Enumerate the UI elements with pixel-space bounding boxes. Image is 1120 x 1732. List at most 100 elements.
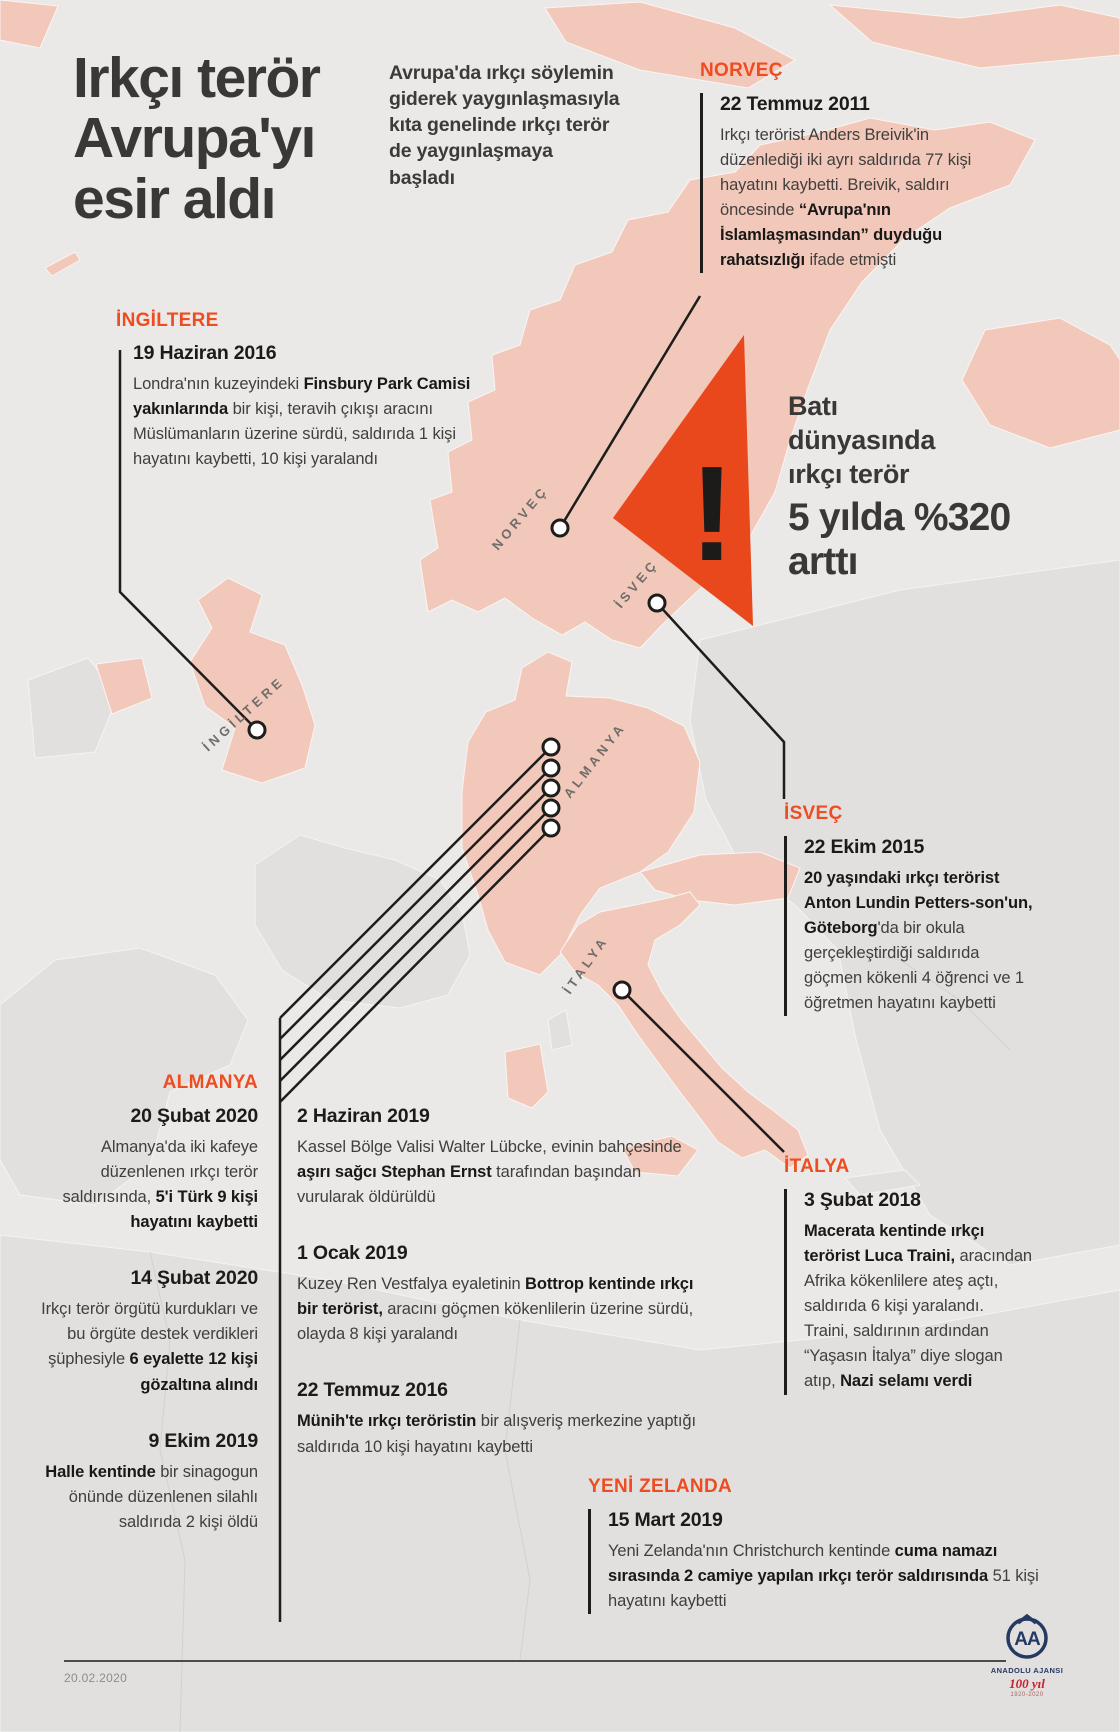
map-land-iberia — [0, 947, 249, 1206]
map-land-ireland — [27, 657, 119, 759]
map-country-sicily — [621, 1135, 699, 1177]
section-norway: NORVEÇ 22 Temmuz 2011 Irkçı terörist And… — [700, 60, 1000, 274]
map-marker-germany-3 — [541, 778, 561, 798]
map-country-finland — [961, 317, 1120, 449]
event-body: Macerata kentinde ırkçı terörist Luca Tr… — [804, 1222, 1033, 1391]
section-germany: ALMANYA 20 Şubat 2020 Almanya'da iki kaf… — [36, 1072, 258, 1535]
map-border-line-1 — [149, 1251, 186, 1732]
callout-line-norway — [558, 295, 702, 529]
event-germany-3: 9 Ekim 2019 Halle kentinde bir sinagogun… — [36, 1430, 258, 1535]
map-border-line-3 — [837, 949, 1011, 1051]
map-country-italy — [559, 891, 809, 1169]
event-date: 1 Ocak 2019 — [297, 1242, 408, 1265]
title-line-2: Avrupa'yı — [73, 106, 316, 171]
event-norway-1: 22 Temmuz 2011 Irkçı terörist Anders Bre… — [720, 93, 1000, 273]
section-header-italy: İTALYA — [784, 1156, 850, 1177]
event-sweden-1: 22 Ekim 2015 20 yaşındaki ırkçı terörist… — [804, 836, 1036, 1016]
map-marker-sweden — [647, 593, 667, 613]
event-body: Almanya'da iki kafeye düzenlenen ırkçı t… — [62, 1138, 259, 1232]
event-body: 20 yaşındaki ırkçı terörist Anton Lundin… — [804, 869, 1033, 1013]
agency-logo: AA ANADOLU AJANSI 100 yıl 1920-2020 — [980, 1613, 1074, 1698]
map-marker-germany-2 — [541, 758, 561, 778]
map-country-arctic-2 — [828, 4, 1120, 69]
map-marker-italy — [612, 980, 632, 1000]
callout-line-germany-3 — [279, 787, 552, 1061]
map-country-uk — [189, 577, 316, 784]
title-line-1: Irkçı terör — [73, 46, 321, 110]
callout-line-italy — [621, 989, 785, 1153]
map-country-arctic-1 — [544, 1, 797, 89]
section-rail-sweden: 22 Ekim 2015 20 yaşındaki ırkçı terörist… — [784, 836, 1036, 1017]
event-body: Halle kentinde bir sinagogun önünde düze… — [45, 1462, 258, 1531]
map-country-arctic-3 — [0, 0, 59, 49]
map-land-crete — [844, 1169, 922, 1196]
event-body: Londra'nın kuzeyindeki Finsbury Park Cam… — [133, 375, 471, 469]
map-country-sardinia — [504, 1043, 549, 1109]
section-header-sweden: İSVEÇ — [784, 803, 843, 824]
event-date: 19 Haziran 2016 — [133, 342, 277, 364]
event-date: 2 Haziran 2019 — [297, 1105, 430, 1127]
exclamation-icon: ! — [690, 438, 735, 589]
event-new-zealand-1: 15 Mart 2019 Yeni Zelanda'nın Christchur… — [608, 1509, 1066, 1614]
event-date: 3 Şubat 2018 — [804, 1189, 921, 1211]
section-rail-new-zealand: 15 Mart 2019 Yeni Zelanda'nın Christchur… — [588, 1509, 1066, 1615]
event-date: 9 Ekim 2019 — [148, 1429, 259, 1452]
map-border-line-2 — [504, 1319, 531, 1661]
event-body: Yeni Zelanda'nın Christchurch kentinde c… — [608, 1542, 1039, 1611]
callout-line-sweden — [656, 602, 786, 799]
section-header-new-zealand: YENİ ZELANDA — [588, 1476, 732, 1497]
agency-name: ANADOLU AJANSI — [990, 1666, 1064, 1675]
callout-line-uk — [118, 350, 258, 731]
warning-triangle — [613, 335, 753, 626]
event-date: 22 Temmuz 2011 — [720, 93, 870, 115]
event-body: Irkçı terörist Anders Breivik'in düzenle… — [720, 126, 972, 270]
event-italy-1: 3 Şubat 2018 Macerata kentinde ırkçı ter… — [804, 1189, 1032, 1395]
event-germany-5: 1 Ocak 2019 Kuzey Ren Vestfalya eyaletin… — [297, 1242, 699, 1347]
section-new-zealand: YENİ ZELANDA 15 Mart 2019 Yeni Zelanda'n… — [588, 1476, 1066, 1615]
aa-logo-icon: AA — [1006, 1613, 1048, 1659]
warning-label: Batı dünyasında ırkçı terör — [788, 391, 936, 489]
section-uk: 19 Haziran 2016 Londra'nın kuzeyindeki F… — [133, 342, 485, 472]
section-header-norway: NORVEÇ — [700, 60, 783, 81]
warning-stat: 5 yılda %320 arttı — [788, 496, 1011, 584]
section-italy: İTALYA 3 Şubat 2018 Macerata kentinde ır… — [784, 1156, 1032, 1395]
publish-date: 20.02.2020 — [64, 1671, 128, 1685]
map-country-northern-ireland — [95, 657, 153, 715]
callout-line-germany-5 — [279, 827, 552, 1103]
event-body: Kassel Bölge Valisi Walter Lübcke, evini… — [297, 1138, 682, 1207]
event-date: 15 Mart 2019 — [608, 1509, 723, 1531]
map-marker-norway — [550, 518, 570, 538]
map-marker-uk — [247, 720, 267, 740]
section-header-uk: İNGİLTERE — [116, 310, 219, 331]
section-rail-italy: 3 Şubat 2018 Macerata kentinde ırkçı ter… — [784, 1189, 1032, 1395]
map-land-corsica — [547, 1009, 573, 1051]
event-body: Irkçı terör örgütü kurdukları ve bu örgü… — [41, 1300, 258, 1394]
section-header-germany: ALMANYA — [162, 1072, 258, 1093]
event-germany-4: 2 Haziran 2019 Kassel Bölge Valisi Walte… — [297, 1105, 699, 1210]
map-region-alps — [639, 851, 801, 906]
section-germany-middle: 2 Haziran 2019 Kassel Bölge Valisi Walte… — [297, 1105, 699, 1460]
agency-years: 1920-2020 — [1010, 1692, 1044, 1698]
intro-text: Avrupa'da ırkçı söylemin giderek yaygınl… — [389, 62, 620, 189]
map-marker-germany-1 — [541, 737, 561, 757]
event-date: 14 Şubat 2020 — [130, 1267, 259, 1290]
event-germany-6: 22 Temmuz 2016 Münih'te ırkçı teröristin… — [297, 1379, 699, 1459]
event-body: Kuzey Ren Vestfalya eyaletinin Bottrop k… — [297, 1275, 694, 1344]
section-sweden: İSVEÇ 22 Ekim 2015 20 yaşındaki ırkçı te… — [784, 803, 1036, 1017]
event-date: 22 Ekim 2015 — [804, 836, 925, 858]
event-germany-1: 20 Şubat 2020 Almanya'da iki kafeye düze… — [36, 1105, 259, 1235]
title-line-3: esir aldı — [73, 166, 276, 231]
map-country-germany — [461, 651, 701, 976]
map-marker-germany-5 — [541, 818, 561, 838]
agency-anniversary: 100 yıl — [1009, 1676, 1045, 1691]
event-germany-2: 14 Şubat 2020 Irkçı terör örgütü kurdukl… — [36, 1267, 258, 1397]
page-title: Irkçı terör Avrupa'yı esir aldı — [73, 46, 321, 231]
footer-divider — [64, 1660, 1006, 1662]
event-date: 22 Temmuz 2016 — [297, 1379, 448, 1402]
callout-line-germany-1 — [279, 746, 552, 1019]
section-rail-norway: 22 Temmuz 2011 Irkçı terörist Anders Bre… — [700, 93, 1000, 274]
callout-line-germany-4 — [279, 807, 552, 1082]
event-uk-1: 19 Haziran 2016 Londra'nın kuzeyindeki F… — [133, 342, 485, 472]
